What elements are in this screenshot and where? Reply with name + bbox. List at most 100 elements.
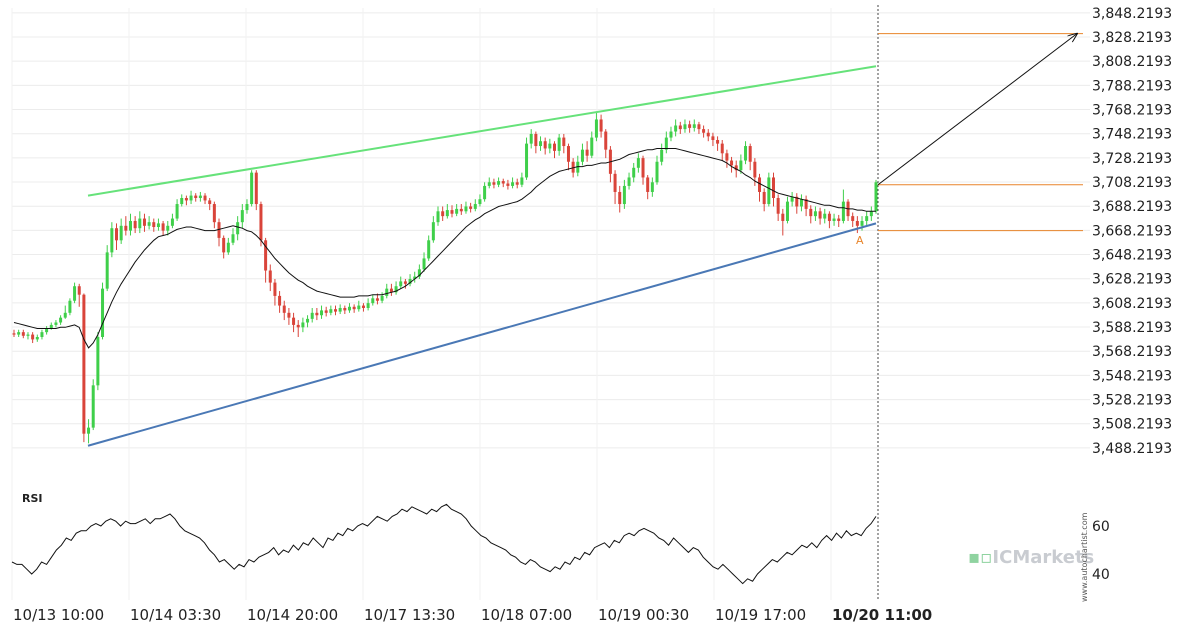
candle-body	[203, 195, 207, 201]
candle-body	[650, 182, 654, 192]
candle-body	[459, 208, 463, 212]
candle-body	[147, 222, 151, 226]
candle-body	[455, 208, 459, 214]
candle-body	[799, 199, 803, 207]
candle-body	[683, 124, 687, 130]
candle-body	[273, 282, 277, 296]
candle-body	[184, 198, 188, 201]
candle-body	[54, 322, 58, 325]
candle-body	[152, 222, 156, 228]
candle-body	[212, 204, 216, 223]
candle-body	[706, 132, 710, 137]
candle-body	[515, 182, 519, 185]
candle-body	[790, 196, 794, 202]
price-gridlines	[12, 12, 1090, 449]
price-tick-label: 3,828.2193	[1092, 30, 1172, 46]
candle-body	[594, 119, 598, 138]
candle-body	[562, 137, 566, 147]
candle-body	[753, 161, 757, 178]
candle-body	[73, 286, 77, 301]
candle-body	[716, 139, 720, 144]
candle-body	[860, 220, 864, 226]
candle-body	[371, 298, 375, 304]
candle-body	[841, 201, 845, 221]
candle-body	[389, 288, 393, 293]
candle-body	[403, 281, 407, 284]
candle-body	[874, 182, 878, 212]
candle-body	[385, 288, 389, 296]
candle-body	[338, 307, 342, 312]
moving-average-line	[13, 148, 876, 349]
rsi-line	[11, 503, 877, 585]
candle-body	[334, 309, 338, 312]
candle-body	[259, 204, 263, 241]
candle-body	[566, 146, 570, 162]
candle-body	[827, 213, 831, 221]
candle-body	[632, 167, 636, 178]
candle-body	[91, 385, 95, 428]
candle-body	[571, 161, 575, 173]
candle-body	[236, 222, 240, 235]
candle-body	[357, 305, 361, 310]
candle-body	[217, 222, 221, 238]
candle-body	[245, 204, 249, 211]
candle-body	[622, 185, 626, 205]
candle-body	[189, 195, 193, 201]
time-tick-label: 10/20 11:00	[832, 606, 932, 624]
candle-body	[82, 294, 86, 434]
candle-body	[142, 218, 146, 226]
candle-body	[525, 143, 529, 178]
candle-body	[156, 223, 160, 228]
candle-body	[301, 322, 305, 328]
candle-body	[543, 141, 547, 149]
candle-body	[618, 191, 622, 205]
candle-body	[590, 137, 594, 156]
candle-body	[548, 143, 552, 149]
price-tick-label: 3,508.2193	[1092, 417, 1172, 433]
candle-body	[287, 312, 291, 318]
candle-body	[702, 129, 706, 133]
candle-body	[674, 125, 678, 132]
candle-body	[744, 146, 748, 161]
candle-body	[352, 306, 356, 310]
candle-body	[473, 204, 477, 209]
candle-body	[329, 309, 333, 313]
candle-body	[361, 305, 365, 308]
candle-body	[138, 218, 142, 229]
candle-body	[529, 133, 533, 144]
support-trendline	[87, 222, 877, 447]
candle-body	[231, 234, 235, 243]
time-tick-label: 10/14 03:30	[130, 606, 221, 624]
candle-body	[739, 160, 743, 171]
candle-body	[678, 125, 682, 130]
candle-body	[110, 228, 114, 253]
brand-watermark: ▪▫ICMarkets	[968, 547, 1094, 568]
candle-body	[128, 220, 132, 231]
price-tick-label: 3,588.2193	[1092, 320, 1172, 336]
candle-body	[198, 195, 202, 199]
candle-body	[758, 177, 762, 192]
candlesticks	[12, 112, 878, 444]
candle-body	[660, 149, 664, 162]
candle-body	[748, 146, 752, 162]
candle-body	[646, 177, 650, 192]
rsi-tick-label: 60	[1092, 519, 1110, 535]
candle-body	[63, 312, 67, 318]
candle-body	[431, 222, 435, 241]
candle-body	[506, 183, 510, 186]
price-tick-label: 3,648.2193	[1092, 248, 1172, 264]
candle-body	[264, 240, 268, 271]
candle-body	[734, 165, 738, 171]
candle-body	[315, 312, 319, 316]
candle-body	[664, 137, 668, 150]
candle-body	[492, 182, 496, 185]
candle-body	[599, 119, 603, 132]
candle-body	[222, 237, 226, 253]
candle-body	[604, 131, 608, 150]
candle-body	[324, 310, 328, 313]
time-tick-label: 10/14 20:00	[247, 606, 338, 624]
price-tick-label: 3,688.2193	[1092, 199, 1172, 215]
candle-body	[399, 281, 403, 287]
candle-body	[166, 225, 170, 231]
candle-body	[725, 153, 729, 161]
